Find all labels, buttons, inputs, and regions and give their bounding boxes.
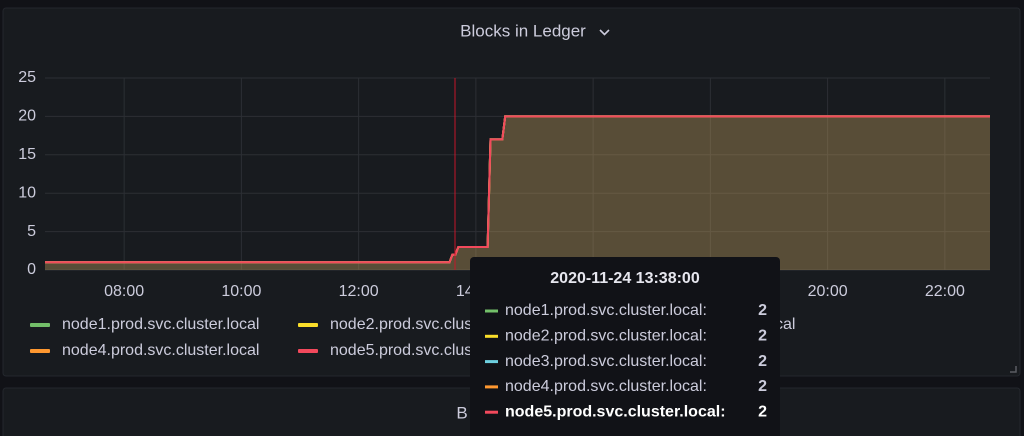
next-panel-title[interactable]: B: [456, 403, 467, 422]
series-area: [45, 116, 990, 271]
tooltip-value: 2: [758, 302, 767, 319]
x-tick-label: 08:00: [104, 283, 144, 300]
y-tick-label: 5: [27, 223, 36, 240]
legend-swatch: [30, 323, 50, 327]
y-tick-label: 20: [18, 108, 36, 125]
x-tick-label: 20:00: [808, 283, 848, 300]
legend-item[interactable]: node1.prod.svc.cluster.local: [30, 316, 259, 333]
x-tick-label: 22:00: [925, 283, 965, 300]
x-tick-label: 12:00: [339, 283, 379, 300]
tooltip-title: 2020-11-24 13:38:00: [550, 270, 700, 287]
tooltip-swatch: [485, 360, 498, 364]
legend-swatch: [298, 323, 318, 327]
y-tick-label: 10: [18, 184, 36, 201]
tooltip-value: 2: [758, 378, 767, 395]
y-tick-label: 0: [27, 261, 36, 278]
legend-swatch: [30, 349, 50, 353]
tooltip-label: node4.prod.svc.cluster.local:: [505, 378, 707, 395]
tooltip-value: 2: [758, 403, 767, 420]
tooltip-swatch: [485, 385, 498, 389]
series-area: [45, 116, 990, 271]
tooltip-label: node1.prod.svc.cluster.local:: [505, 302, 707, 319]
resize-handle[interactable]: [1010, 366, 1017, 373]
tooltip-label: node5.prod.svc.cluster.local:: [505, 403, 726, 420]
series-area: [45, 116, 990, 271]
panel-title[interactable]: Blocks in Ledger: [460, 21, 586, 40]
tooltip-value: 2: [758, 328, 767, 345]
legend-label: node1.prod.svc.cluster.local: [62, 316, 259, 333]
tooltip-swatch: [485, 410, 498, 414]
plot: 051015202508:0010:0012:0014:0016:0018:00…: [18, 69, 990, 300]
series-area: [45, 116, 990, 271]
title-chevron[interactable]: [599, 29, 610, 36]
tooltip-swatch: [485, 334, 498, 338]
x-tick-label: 10:00: [221, 283, 261, 300]
tooltip-label: node2.prod.svc.cluster.local:: [505, 328, 707, 345]
series-line: [45, 115, 990, 264]
tooltip: 2020-11-24 13:38:00 node1.prod.svc.cluste…: [470, 257, 780, 436]
y-tick-label: 25: [18, 69, 36, 86]
legend-item[interactable]: node4.prod.svc.cluster.local: [30, 342, 259, 359]
legend-swatch: [298, 349, 318, 353]
legend-label: node4.prod.svc.cluster.local: [62, 342, 259, 359]
tooltip-box: [470, 257, 780, 436]
tooltip-value: 2: [758, 353, 767, 370]
tooltip-swatch: [485, 309, 498, 313]
tooltip-label: node3.prod.svc.cluster.local:: [505, 353, 707, 370]
series-area: [45, 116, 990, 271]
y-tick-label: 15: [18, 146, 36, 163]
